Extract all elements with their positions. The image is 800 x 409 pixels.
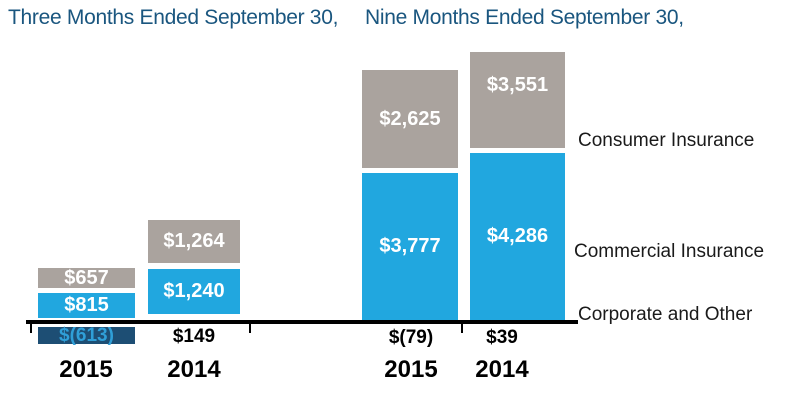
bar-9mo-2015-consumer: $2,625: [362, 70, 458, 168]
bar-9mo-2015-commercial: $3,777: [362, 173, 458, 320]
label-9mo-2014-corporate: $39: [486, 327, 518, 348]
bar-9mo-2014-consumer: $3,551: [470, 52, 565, 148]
chart-title-nine-months: Nine Months Ended September 30,: [365, 6, 684, 29]
bar-9mo-2014-commercial: $4,286: [470, 153, 565, 320]
axis-tick-right: [461, 324, 463, 333]
year-label-9mo-2015: 2015: [384, 356, 438, 383]
bar-3mo-2015-consumer: $657: [38, 267, 135, 289]
axis-baseline: [26, 320, 578, 324]
bar-3mo-2014-commercial: $1,240: [148, 269, 240, 314]
label-9mo-2015-corporate: $(79): [388, 327, 434, 348]
axis-tick-left: [30, 324, 32, 333]
chart-title-three-months: Three Months Ended September 30,: [8, 6, 339, 29]
label-3mo-2014-corporate: $149: [172, 326, 216, 347]
legend-label-commercial-insurance: Commercial Insurance: [574, 241, 765, 262]
axis-tick-middle: [249, 324, 251, 333]
year-label-9mo-2014: 2014: [475, 356, 529, 383]
bar-3mo-2014-consumer: $1,264: [148, 220, 240, 263]
bar-value-label: $3,551: [486, 74, 549, 96]
year-label-3mo-2014: 2014: [167, 356, 221, 383]
bar-3mo-2015-commercial: $815: [38, 293, 135, 318]
year-label-3mo-2015: 2015: [59, 356, 113, 383]
legend-label-corporate-and-other: Corporate and Other: [578, 304, 753, 325]
bar-3mo-2015-corporate-negative: $(613): [38, 325, 135, 346]
legend-label-consumer-insurance: Consumer Insurance: [578, 130, 755, 151]
